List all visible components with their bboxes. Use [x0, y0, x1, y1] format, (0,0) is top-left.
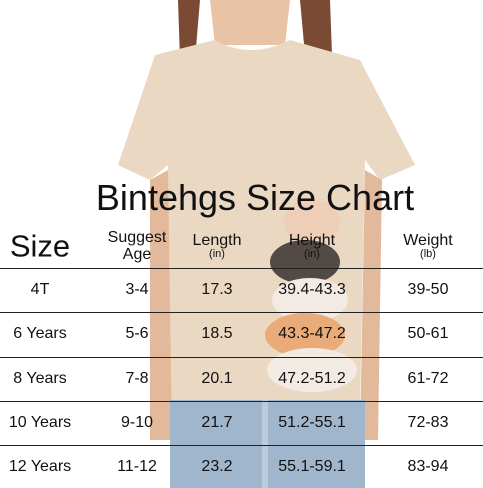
header-unit: (lb) [420, 248, 436, 260]
table-cell: 7-8 [125, 369, 149, 387]
table-cell: 8 Years [13, 369, 67, 387]
header-cell: Weight (lb) [403, 232, 453, 260]
table-cell: 83-94 [407, 458, 449, 476]
table-cell: 55.1-59.1 [278, 458, 346, 476]
header-label: Weight [403, 232, 453, 249]
table-cell: 39-50 [407, 281, 449, 298]
table-cell: 39.4-43.3 [278, 281, 346, 298]
row-rule [0, 312, 483, 313]
row-rule [0, 268, 483, 269]
table-cell: 72-83 [407, 413, 449, 431]
header-cell: Height (in) [289, 232, 335, 260]
row-rule [0, 401, 483, 402]
header-cell: Suggest Age [107, 229, 167, 263]
table-cell: 10 Years [8, 413, 72, 431]
table-cell: 5-6 [125, 325, 149, 343]
table-cell: 20.1 [201, 369, 233, 387]
header-label: Size [9, 228, 71, 264]
header-cell: Size [10, 231, 70, 262]
table-cell: 61-72 [407, 369, 449, 387]
table-cell: 21.7 [201, 413, 233, 431]
header-label: Length [192, 232, 242, 249]
table-cell: 17.3 [201, 281, 233, 298]
table-cell: 3-4 [125, 281, 149, 298]
header-unit: (in) [304, 248, 320, 260]
table-cell: 11-12 [117, 458, 157, 476]
table-cell: 9-10 [120, 413, 154, 431]
table-cell: 6 Years [13, 325, 67, 343]
title: Bintehgs Size Chart [95, 177, 415, 218]
table-cell: 50-61 [407, 325, 449, 343]
header-label: Suggest Age [107, 229, 167, 263]
table-cell: 23.2 [201, 458, 233, 476]
header-label: Height [288, 232, 336, 249]
table-cell: 18.5 [201, 325, 233, 343]
row-rule [0, 357, 483, 358]
row-rule [0, 445, 483, 446]
table-cell: 51.2-55.1 [278, 413, 346, 431]
table-cell: 4T [30, 281, 50, 298]
header-unit: (in) [209, 248, 225, 260]
table-cell: 43.3-47.2 [278, 325, 346, 343]
table-cell: 47.2-51.2 [278, 369, 346, 387]
header-cell: Length (in) [193, 232, 242, 260]
table-cell: 12 Years [8, 458, 72, 476]
